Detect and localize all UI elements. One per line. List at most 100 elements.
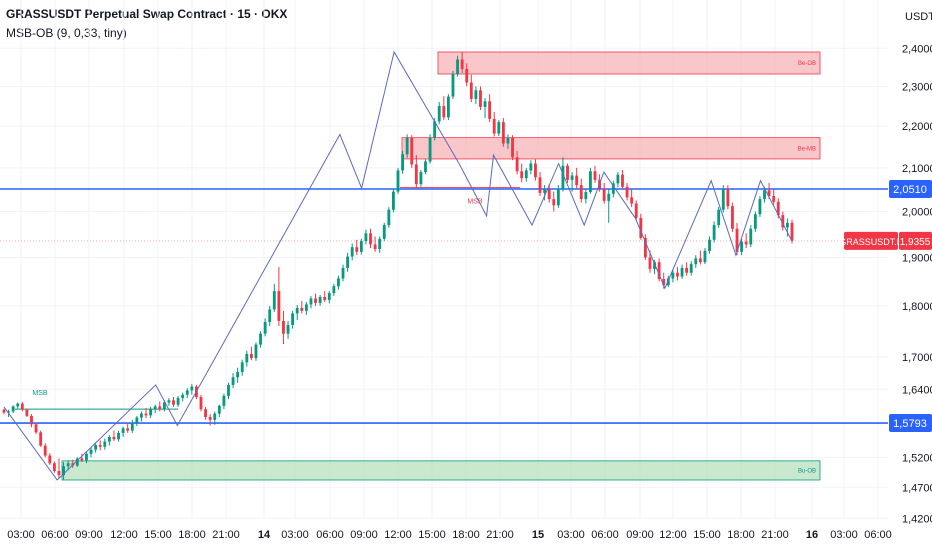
candle-body xyxy=(570,175,574,180)
candle-body xyxy=(520,171,524,179)
candle-body xyxy=(621,174,624,187)
x-tick-label: 18:00 xyxy=(178,529,206,541)
candle-body xyxy=(671,272,675,279)
candle-body xyxy=(94,445,98,450)
candle-body xyxy=(364,233,368,242)
candle-body xyxy=(387,209,391,226)
candle-body xyxy=(401,154,405,171)
time-axis[interactable]: 03:00 06:00 09:00 12:00 15:00 18:00 21:00 14 03:… xyxy=(7,529,892,541)
candle-body xyxy=(213,413,217,420)
x-tick-label: 12:00 xyxy=(110,529,138,541)
candle-body xyxy=(75,458,79,466)
horizontal-levels[interactable]: 2,0510 1,5793 GRASSUSDT.P1,9355 xyxy=(0,179,932,433)
candle-body xyxy=(639,217,643,238)
candle-body xyxy=(337,278,340,287)
candle-body xyxy=(245,353,249,363)
candle-body xyxy=(217,405,221,414)
candle-body xyxy=(135,417,139,423)
candle-body xyxy=(698,258,702,263)
candle-body xyxy=(694,258,698,265)
currency-label[interactable]: USDT xyxy=(905,11,932,23)
candle-body xyxy=(85,453,88,461)
candle-body xyxy=(355,247,359,252)
candle-body xyxy=(2,409,6,413)
candle-body xyxy=(566,165,569,180)
order-block-zone xyxy=(401,137,821,160)
x-tick-label: 15 xyxy=(532,529,544,541)
candle-body xyxy=(103,441,107,447)
candle-body xyxy=(268,309,272,322)
x-tick-label: 18:00 xyxy=(727,529,755,541)
price-axis[interactable]: 2,4000 2,3000 2,2000 2,1000 2,0000 1,9000 1,80… xyxy=(902,43,932,525)
candle-body xyxy=(369,233,372,245)
candle-body xyxy=(630,197,634,204)
candle-body xyxy=(277,291,281,321)
candle-body xyxy=(378,238,382,250)
candle-body xyxy=(708,239,711,251)
candle-body xyxy=(749,228,753,245)
candle-body xyxy=(130,422,134,431)
candle-body xyxy=(772,196,776,202)
candle-body xyxy=(314,298,317,303)
candle-body xyxy=(249,353,253,359)
candle-body xyxy=(529,163,533,171)
y-tick-label: 2,0000 xyxy=(902,207,932,219)
candle-body xyxy=(721,189,725,210)
candle-body xyxy=(579,185,583,200)
chart-title: GRASSUSDT Perpetual Swap Contract · 15 ·… xyxy=(6,7,288,21)
candle-body xyxy=(744,241,748,245)
candle-body xyxy=(62,466,65,476)
indicator-label[interactable]: MSB-OB (9, 0,33, tiny) xyxy=(6,26,127,40)
candle-body xyxy=(391,191,395,210)
x-tick-label: 12:00 xyxy=(659,529,687,541)
zone-label: Be-OB xyxy=(798,61,816,67)
candle-body xyxy=(30,415,33,425)
candle-body xyxy=(405,137,409,155)
x-tick-label: 03:00 xyxy=(7,529,35,541)
candle-body xyxy=(767,190,771,197)
x-tick-label: 21:00 xyxy=(486,529,514,541)
candle-body xyxy=(584,192,588,200)
x-tick-label: 21:00 xyxy=(212,529,240,541)
candle-body xyxy=(561,165,565,189)
candle-body xyxy=(731,206,734,229)
candle-body xyxy=(39,432,43,446)
x-tick-label: 15:00 xyxy=(418,529,446,541)
candle-body xyxy=(657,262,661,279)
symbol-tag xyxy=(844,231,898,250)
candle-body xyxy=(776,201,780,216)
candle-body xyxy=(332,286,336,294)
candle-body xyxy=(414,164,418,185)
candle-body xyxy=(204,409,208,418)
candle-body xyxy=(359,241,363,252)
level-price-tag xyxy=(889,414,932,433)
last-price-tag xyxy=(899,231,932,250)
x-tick-label: 15:00 xyxy=(144,529,172,541)
x-tick-label: 15:00 xyxy=(693,529,721,541)
level-price-tag xyxy=(889,179,932,198)
candle-body xyxy=(373,244,377,250)
x-tick-label: 03:00 xyxy=(281,529,309,541)
candle-body xyxy=(16,403,20,407)
candle-body xyxy=(451,74,455,97)
candle-body xyxy=(479,90,482,107)
candle-body xyxy=(643,237,647,258)
candle-body xyxy=(34,424,38,433)
candle-body xyxy=(341,267,345,279)
candle-body xyxy=(25,409,29,416)
candle-body xyxy=(172,400,175,405)
candle-body xyxy=(162,402,166,410)
candle-body xyxy=(126,428,130,431)
candle-body xyxy=(318,296,322,303)
candle-body xyxy=(680,267,684,277)
candle-body xyxy=(52,463,56,471)
candle-body xyxy=(712,225,716,240)
candle-body xyxy=(117,432,120,440)
candle-body xyxy=(144,413,148,416)
candle-body xyxy=(625,186,629,198)
candle-body xyxy=(446,96,450,118)
candle-body xyxy=(57,470,61,476)
candle-body xyxy=(282,320,285,334)
